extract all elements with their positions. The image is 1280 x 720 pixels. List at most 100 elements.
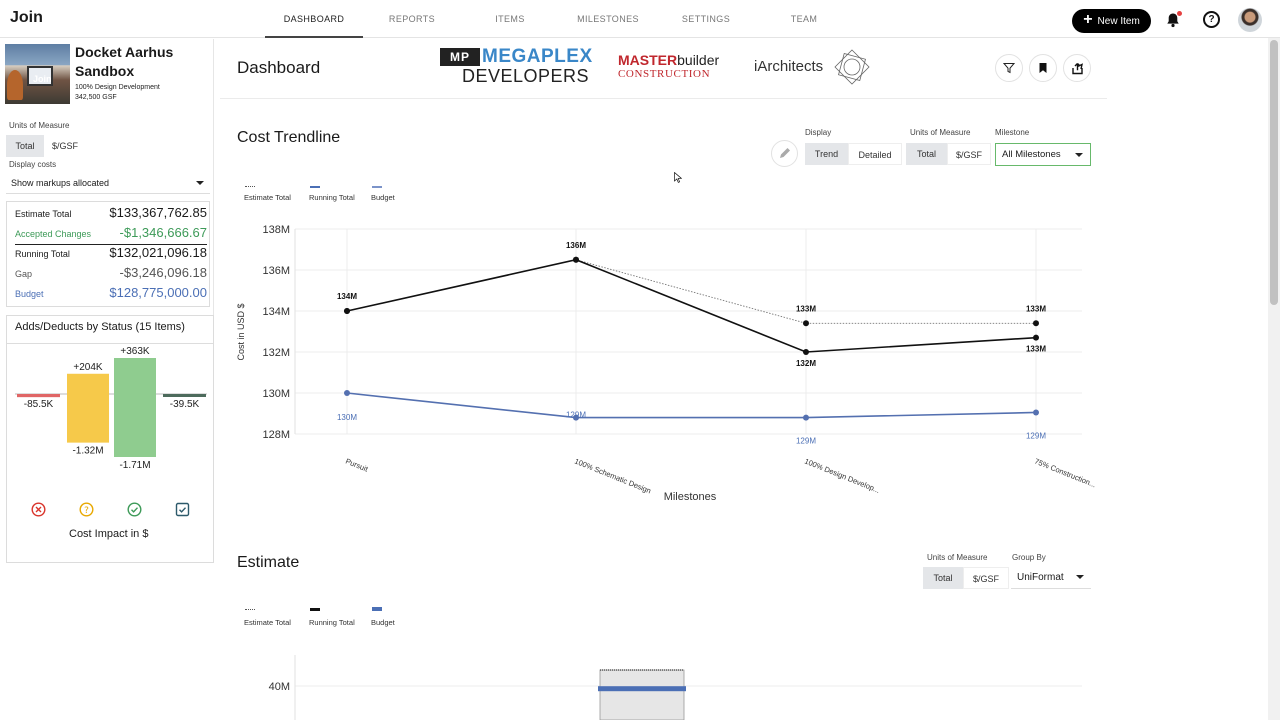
adds-deducts-title: Adds/Deducts by Status (15 Items) — [15, 321, 185, 333]
sidebar-uom-gsf[interactable]: $/GSF — [51, 141, 78, 151]
project-area: 342,500 GSF — [75, 94, 117, 101]
y-axis-title: Cost in USD $ — [236, 303, 246, 360]
group-by-select[interactable]: UniFormat — [1011, 566, 1091, 589]
est-legend-running-total[interactable]: Running Total — [309, 618, 355, 627]
series-budget-point — [803, 414, 809, 421]
trend-uom-gsf[interactable]: $/GSF — [947, 143, 991, 165]
nav-team[interactable]: TEAM — [790, 14, 818, 24]
sidebar-uom-total[interactable]: Total — [6, 135, 44, 157]
deduct-label-accepted: -1.71M — [119, 460, 150, 471]
milestone-select[interactable]: All Milestones — [995, 143, 1091, 166]
new-item-label: New Item — [1097, 15, 1140, 27]
nav-settings[interactable]: SETTINGS — [681, 14, 731, 24]
filter-button[interactable] — [995, 54, 1023, 82]
cost-trendline-chart: 128M 130M 132M 134M 136M 138M Pursuit 100% Sche… — [236, 224, 1097, 503]
cost-label: Accepted Changes — [15, 229, 92, 239]
estimate-uom-total[interactable]: Total — [923, 567, 963, 589]
adds-deducts-chart: -85.5K +204K -1.32M +363K -1.71M -39.5K — [15, 346, 207, 471]
project-name: Docket Aarhus Sandbox — [75, 44, 174, 79]
y-tick-label: 134M — [262, 306, 290, 318]
deduct-bar-rejected — [17, 394, 60, 398]
add-bar-pending — [67, 373, 109, 394]
cost-divider — [15, 244, 207, 245]
filter-icon — [1003, 63, 1015, 74]
display-toggle: Trend Detailed — [805, 143, 902, 165]
brand-logo[interactable]: Join — [10, 9, 43, 26]
new-item-button[interactable]: + New Item — [1072, 9, 1151, 33]
nav-dashboard[interactable]: DASHBOARD — [265, 0, 363, 38]
x-tick-label: Pursuit — [344, 457, 370, 474]
series-budget-label: 129M — [566, 411, 586, 420]
cost-label: Budget — [15, 289, 44, 299]
estimate-chart: 40M — [269, 655, 1082, 720]
bell-icon[interactable] — [1165, 12, 1181, 28]
trend-uom-total[interactable]: Total — [906, 143, 947, 165]
edit-button[interactable] — [771, 140, 798, 167]
estimate-uom-gsf[interactable]: $/GSF — [963, 567, 1009, 589]
x-tick-label: 75% Construction... — [1033, 457, 1097, 490]
cost-row-running: Running Total $132,021,096.18 — [15, 244, 207, 262]
estimate-uom-toggle: Total $/GSF — [923, 567, 1009, 589]
bookmark-icon — [1039, 63, 1047, 73]
bookmark-button[interactable] — [1029, 54, 1057, 82]
avatar[interactable] — [1238, 8, 1262, 32]
page-scrollbar[interactable] — [1268, 38, 1280, 720]
legend-estimate-swatch — [245, 186, 255, 187]
x-circle-icon[interactable] — [31, 502, 46, 517]
est-legend-estimate-total[interactable]: Estimate Total — [244, 618, 291, 627]
check-square-icon[interactable] — [175, 502, 190, 517]
series-estimate-total-label: 136M — [566, 241, 586, 250]
series-budget-label: 130M — [337, 413, 357, 422]
megaplex-logo-mark: MP — [440, 48, 480, 66]
display-costs-select[interactable]: Show markups allocated — [6, 172, 210, 194]
y-tick-label: 132M — [262, 347, 290, 359]
cost-impact-label: Cost Impact in $ — [69, 528, 149, 540]
trend-uom-toggle: Total $/GSF — [906, 143, 991, 165]
share-button[interactable] — [1063, 54, 1091, 82]
display-trend[interactable]: Trend — [805, 143, 848, 165]
series-estimate-total-label: 134M — [337, 292, 357, 301]
milestone-label: Milestone — [995, 128, 1030, 137]
adds-deducts-panel: Adds/Deducts by Status (15 Items) -85.5K… — [6, 315, 214, 563]
cost-row-budget: Budget $128,775,000.00 — [15, 284, 207, 302]
nav-items[interactable]: ITEMS — [495, 14, 525, 24]
masterbuilder-logo: MASTERbuilder CONSTRUCTION — [618, 52, 719, 80]
y-tick-label: 130M — [262, 388, 290, 400]
series-running-total-label: 133M — [1026, 345, 1046, 354]
display-costs-label: Display costs — [9, 160, 57, 169]
legend-running-total[interactable]: Running Total — [309, 193, 355, 202]
est-legend-budget[interactable]: Budget — [371, 618, 395, 627]
legend-budget[interactable]: Budget — [371, 193, 395, 202]
series-running-total-point — [803, 349, 809, 355]
display-detailed[interactable]: Detailed — [848, 143, 902, 165]
nav-reports[interactable]: REPORTS — [388, 14, 436, 24]
cost-value: $128,775,000.00 — [109, 285, 207, 300]
series-budget-line — [346, 392, 1037, 419]
legend-estimate-total[interactable]: Estimate Total — [244, 193, 291, 202]
cost-value: $133,367,762.85 — [109, 205, 207, 220]
project-thumbnail-tree — [7, 70, 23, 100]
display-costs-value: Show markups allocated — [11, 178, 110, 188]
nav-milestones[interactable]: MILESTONES — [577, 14, 639, 24]
add-bar-accepted — [114, 358, 156, 394]
chevron-down-icon — [196, 181, 204, 185]
notification-dot — [1177, 11, 1182, 16]
check-circle-icon[interactable] — [127, 502, 142, 517]
question-circle-icon[interactable]: ? — [79, 502, 94, 517]
series-budget-label: 129M — [796, 437, 816, 446]
estimate-uom-label: Units of Measure — [927, 553, 988, 562]
budget-marker — [598, 686, 686, 692]
deduct-bar-incorporated — [163, 394, 206, 397]
project-thumbnail-label: Join — [33, 74, 52, 84]
y-tick-label: 136M — [262, 265, 290, 277]
iarchitects-logo-text: iArchitects — [754, 58, 824, 75]
scrollbar-thumb[interactable] — [1270, 40, 1278, 305]
deduct-label-pending: -1.32M — [72, 446, 103, 457]
project-phase: 100% Design Development — [75, 84, 160, 91]
deduct-label-rejected: -85.5K — [24, 399, 54, 410]
cost-value: $132,021,096.18 — [109, 245, 207, 260]
help-icon[interactable]: ? — [1203, 11, 1220, 28]
y-tick-label: 40M — [269, 681, 290, 693]
estimate-title: Estimate — [237, 554, 300, 571]
divider — [7, 343, 213, 344]
